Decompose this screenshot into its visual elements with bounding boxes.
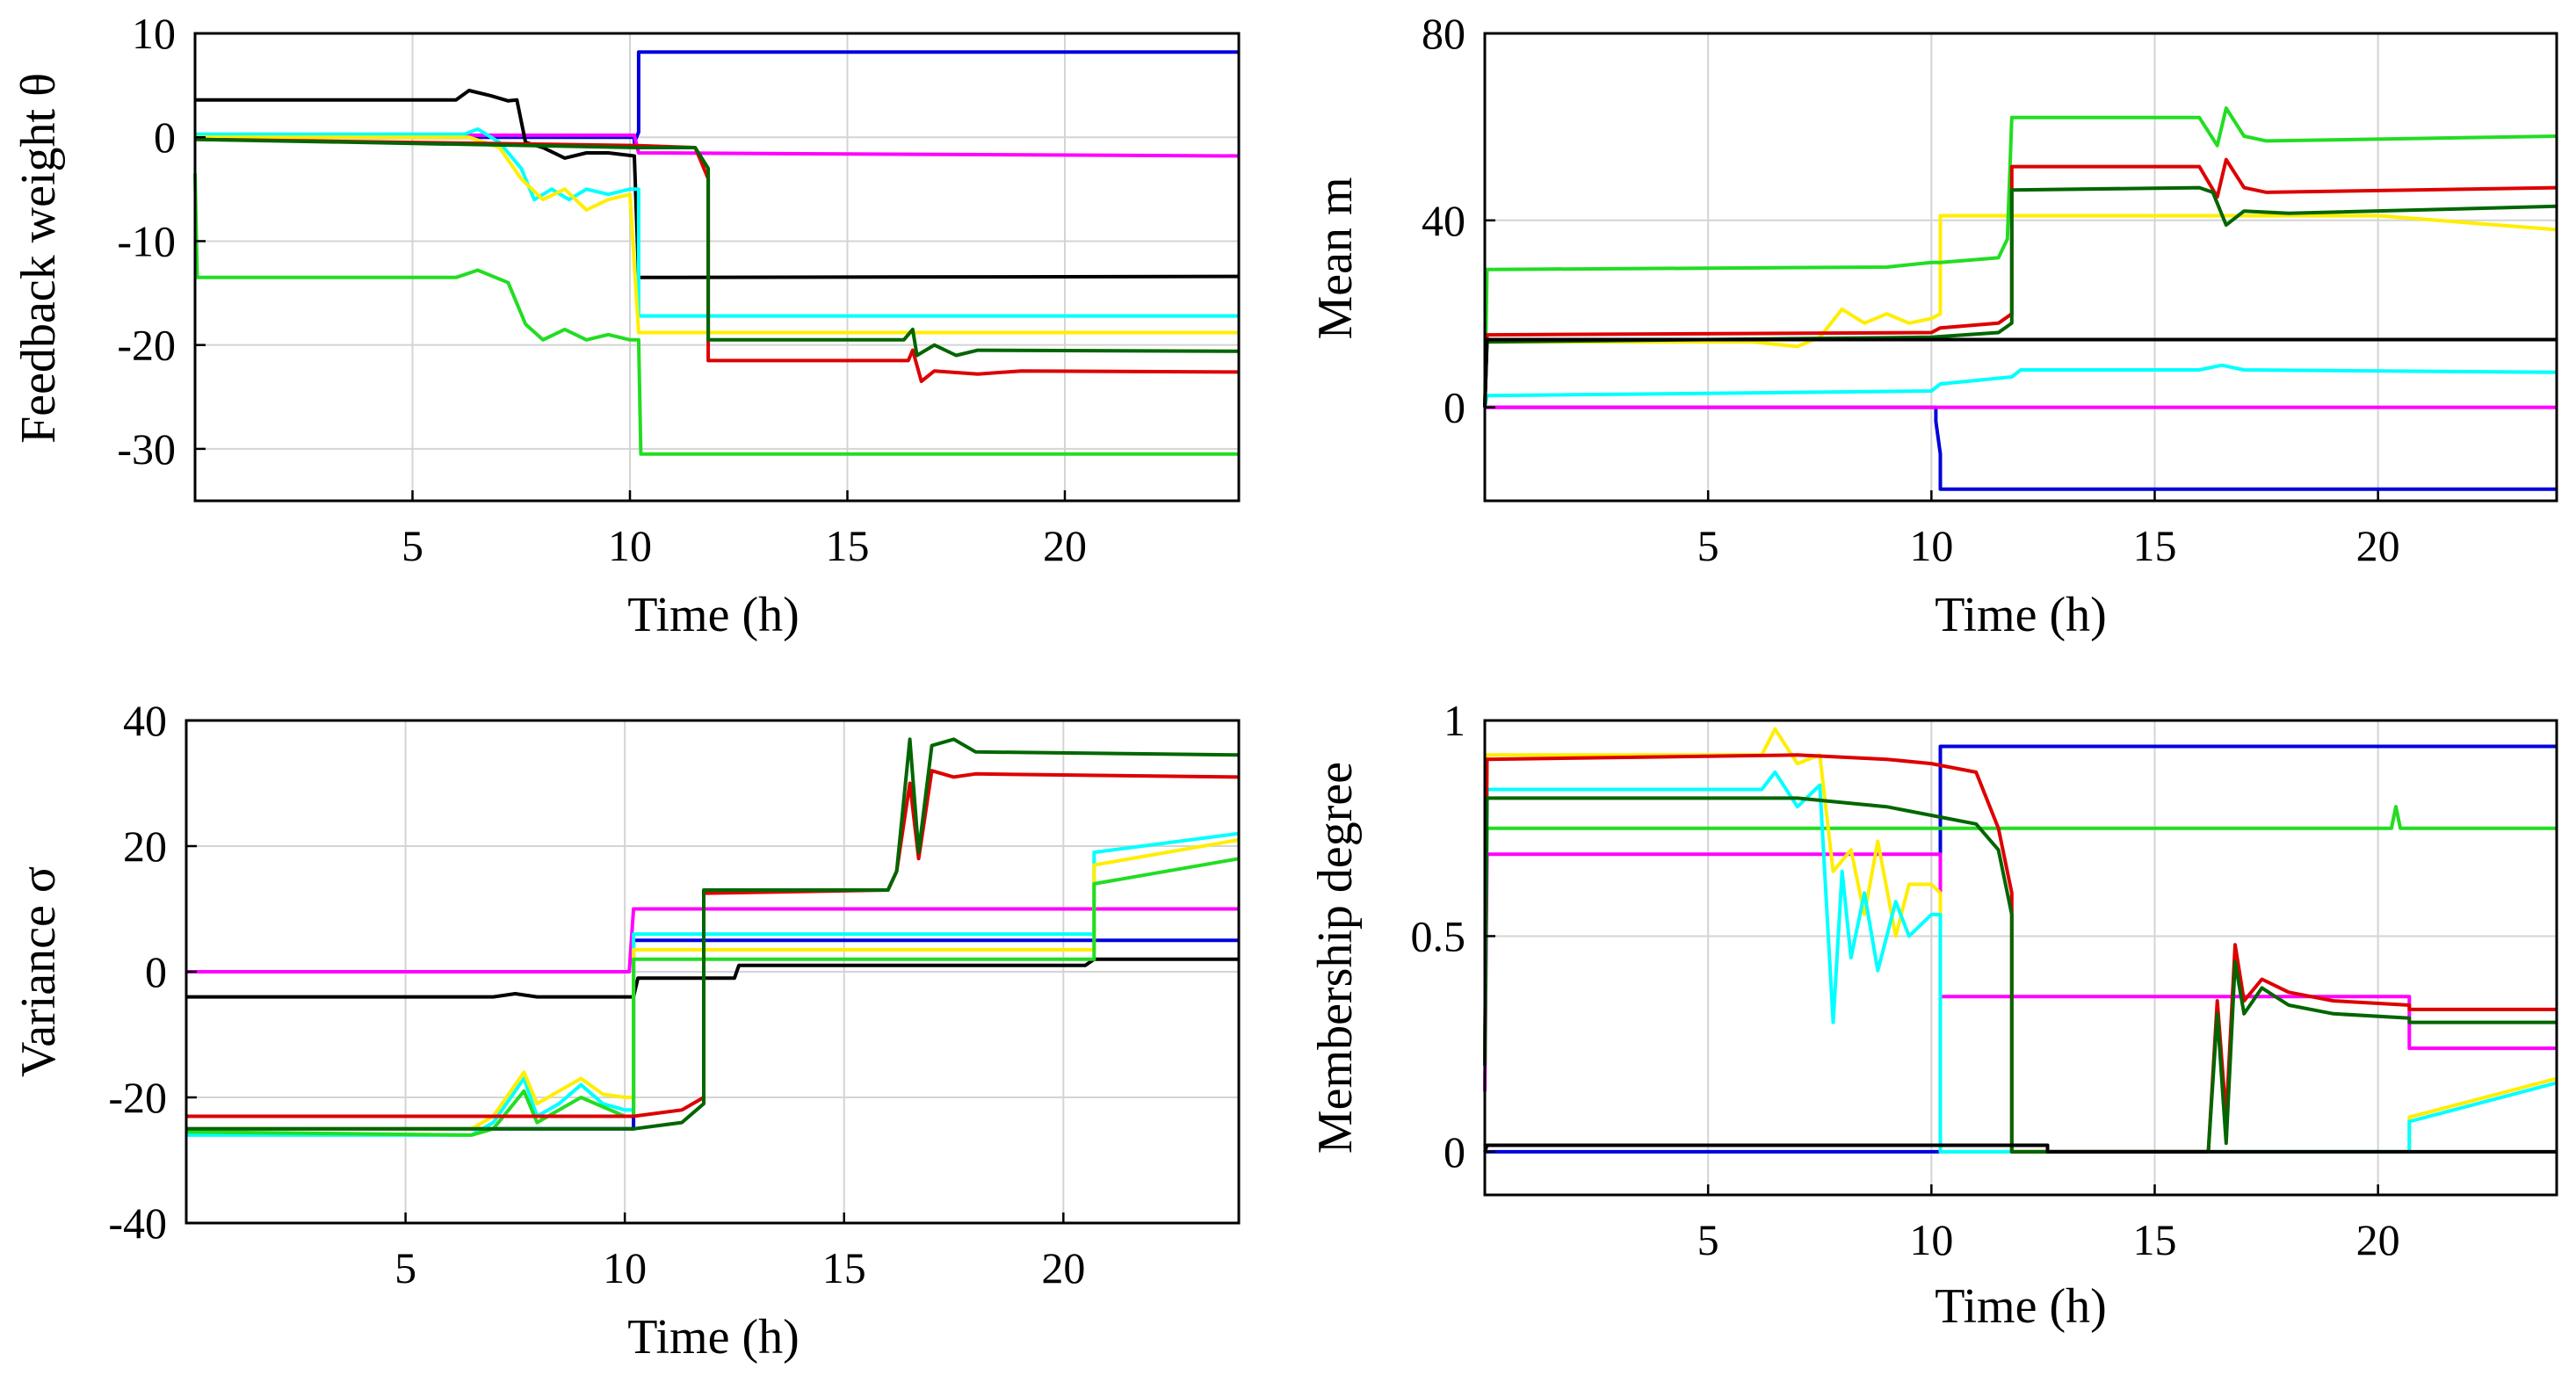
series-line-5 <box>1483 106 2558 408</box>
series-line-1 <box>195 50 1239 145</box>
x-tick-label: 10 <box>603 1243 647 1292</box>
series-line-6 <box>1483 157 2558 408</box>
y-tick-label: 10 <box>132 9 176 58</box>
x-axis-label: Time (h) <box>627 588 800 642</box>
y-tick-label: -20 <box>117 321 176 370</box>
series-line-6 <box>193 173 1239 456</box>
series-line-8 <box>1483 337 2557 408</box>
y-tick-label: 0 <box>1444 1127 1465 1176</box>
x-tick-label: 15 <box>822 1243 866 1292</box>
y-tick-label: 40 <box>123 696 167 745</box>
y-axis-label: Variance σ <box>11 866 66 1077</box>
y-tick-label: 40 <box>1422 196 1465 245</box>
y-axis-label: Feedback weight θ <box>11 73 66 444</box>
y-tick-label: 80 <box>1422 9 1465 58</box>
series-line-5 <box>195 135 1239 335</box>
chart-feedback-weight: 5 10 15 20 10 0 -10 -20 -30 Time (h) Feedback weig… <box>11 9 1241 642</box>
series-line-2 <box>186 957 1239 999</box>
x-tick-label: 10 <box>1909 1215 1953 1264</box>
x-tick-label: 15 <box>2133 1215 2177 1264</box>
y-axis-label: Membership degree <box>1308 762 1363 1154</box>
series-line-4 <box>186 831 1240 1137</box>
series-line-3 <box>186 938 1239 1131</box>
x-tick-label: 5 <box>1697 1215 1719 1264</box>
x-tick-label: 15 <box>2133 521 2177 570</box>
y-tick-label: 0 <box>145 947 167 996</box>
y-tick-label: -10 <box>117 216 176 265</box>
chart-membership-degree: 5 10 15 20 1 0.5 0 Time (h) Membership degree <box>1308 696 2558 1334</box>
y-tick-label: 20 <box>123 822 167 871</box>
chart-variance: 5 10 15 20 40 20 0 -20 -40 Time (h) Variance σ <box>11 696 1241 1364</box>
series-line-7 <box>186 769 1240 1118</box>
series-line-5 <box>186 837 1240 1131</box>
y-tick-label: 0 <box>154 112 176 162</box>
plot-area-frame <box>1483 719 2558 1197</box>
plot-area-frame <box>1483 32 2558 503</box>
x-tick-label: 5 <box>1697 521 1719 570</box>
x-axis-label: Time (h) <box>627 1310 800 1364</box>
series-line-1 <box>186 907 1239 974</box>
y-axis-label: Mean m <box>1308 177 1363 339</box>
series-line-3 <box>195 89 1240 279</box>
series-line-4 <box>195 127 1239 318</box>
series-line-4 <box>1483 727 2558 1154</box>
x-tick-label: 20 <box>2356 521 2400 570</box>
x-tick-label: 15 <box>826 521 870 570</box>
x-tick-label: 20 <box>1043 521 1087 570</box>
x-axis-label: Time (h) <box>1935 588 2107 642</box>
x-tick-label: 10 <box>608 521 652 570</box>
series-line-7 <box>1483 796 2557 1154</box>
series-line-8 <box>186 737 1240 1131</box>
x-tick-label: 5 <box>402 521 423 570</box>
plot-area-frame <box>193 32 1241 503</box>
x-tick-label: 10 <box>1909 521 1953 570</box>
series-line-1 <box>1485 405 2557 491</box>
series-line-4 <box>1483 214 2558 408</box>
series-line-3 <box>1483 363 2558 408</box>
series-line-5 <box>1483 770 2558 1154</box>
y-tick-label: -20 <box>108 1073 167 1122</box>
series-line-8 <box>194 137 1240 358</box>
y-tick-label: -30 <box>117 424 176 474</box>
x-tick-label: 20 <box>2356 1215 2400 1264</box>
y-tick-label: 0 <box>1444 383 1465 432</box>
chart-mean: 5 10 15 20 80 40 0 Time (h) Mean m <box>1308 9 2558 642</box>
x-tick-label: 20 <box>1041 1243 1085 1292</box>
series-line-3 <box>1483 852 2557 1092</box>
x-axis-label: Time (h) <box>1935 1279 2107 1334</box>
y-tick-label: -40 <box>108 1198 167 1248</box>
series-line-8 <box>1483 1143 2557 1154</box>
y-tick-label: 1 <box>1444 696 1465 745</box>
x-tick-label: 5 <box>394 1243 416 1292</box>
y-tick-label: 0.5 <box>1411 911 1466 960</box>
